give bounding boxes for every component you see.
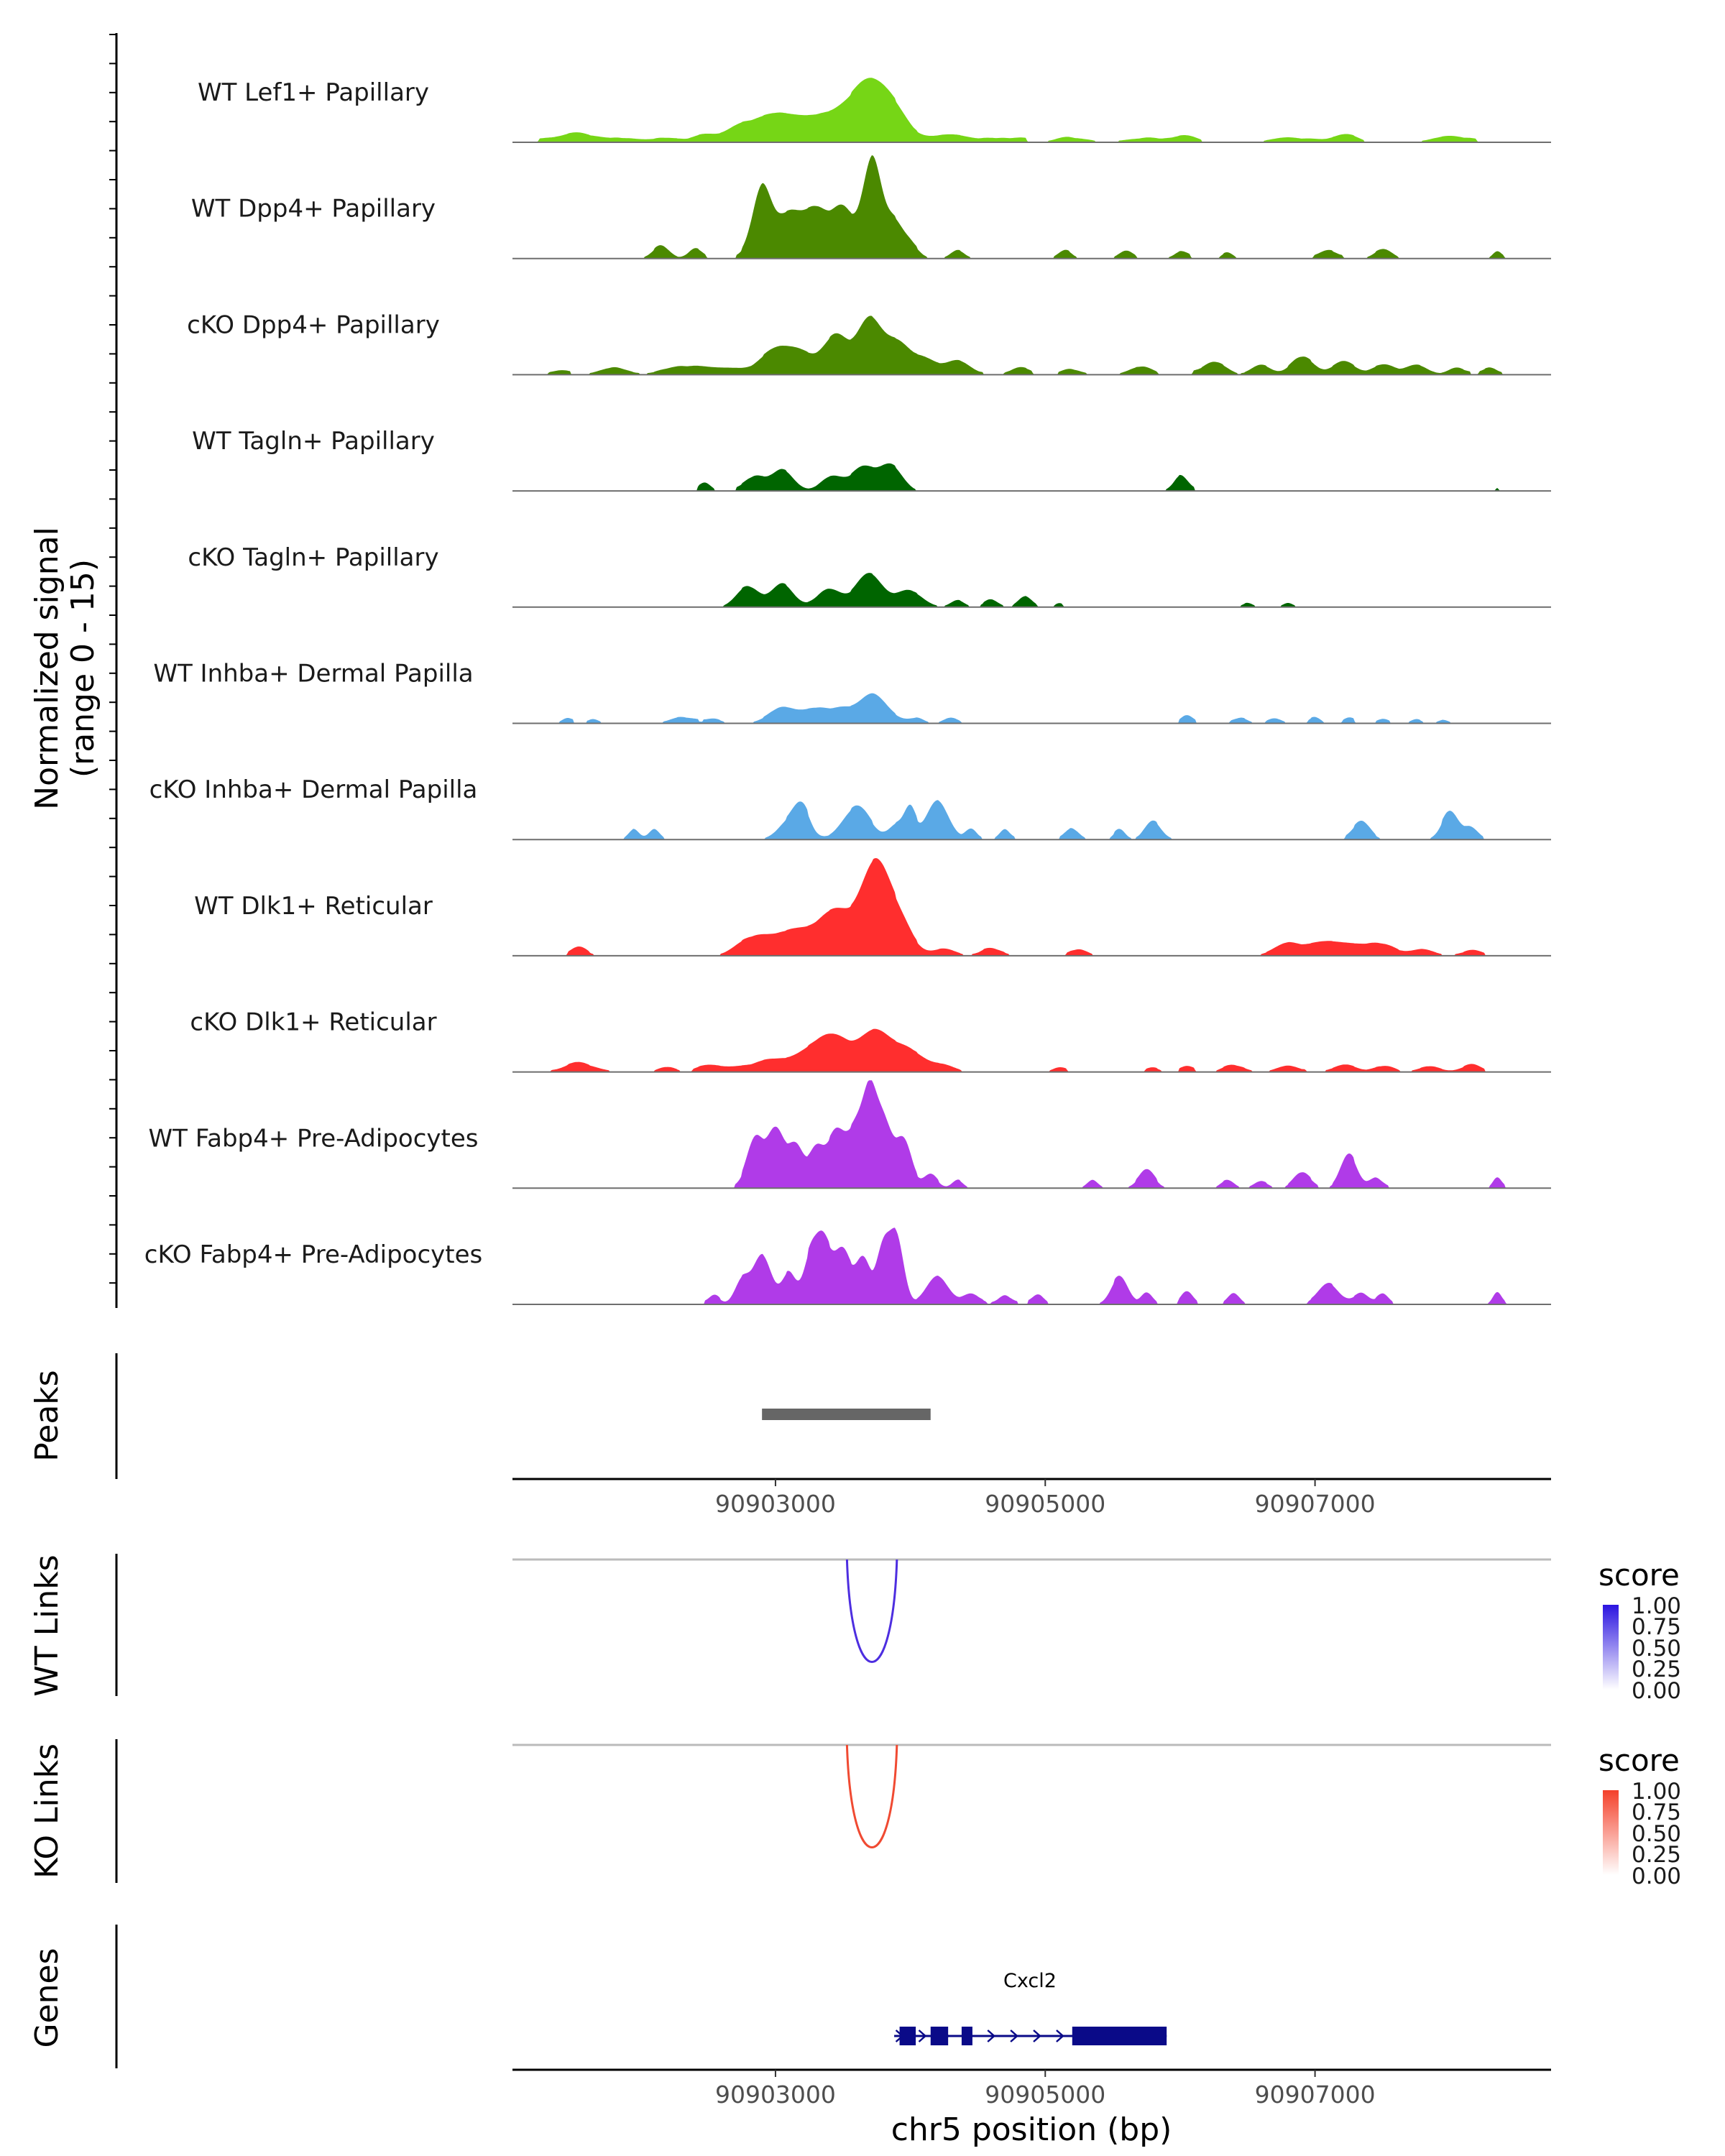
strand-arrow — [987, 2030, 996, 2042]
wt-legend-tick-4: 0.25 — [1632, 1657, 1681, 1682]
track-label: cKO Fabp4+ Pre-Adipocytes — [144, 1240, 483, 1269]
wt-legend-tick-1: 1.00 — [1632, 1593, 1681, 1619]
signal-axis — [109, 33, 118, 1308]
signal-area — [512, 78, 1551, 142]
track-wt-dpp4-papillary: WT Dpp4+ Papillary — [191, 155, 1551, 259]
x-tick-label: 90907000 — [1255, 1490, 1376, 1518]
strand-arrow — [1033, 2030, 1041, 2042]
peak-regions — [762, 1409, 931, 1420]
signal-area — [512, 858, 1551, 956]
wt-legend-colorbar — [1603, 1605, 1619, 1690]
wt-legend-tick-3: 0.50 — [1632, 1636, 1681, 1662]
wt-legend-title: score — [1598, 1557, 1680, 1593]
peaks-panel-title: Peaks — [29, 1370, 65, 1461]
ko-legend-tick-1: 1.00 — [1632, 1779, 1681, 1805]
track-label: cKO Tagln+ Papillary — [188, 543, 438, 572]
signal-area — [512, 1080, 1551, 1189]
signal-area — [512, 800, 1551, 840]
signal-area — [512, 693, 1551, 724]
track-wt-lef1-papillary: WT Lef1+ Papillary — [198, 78, 1551, 143]
track-label: WT Fabp4+ Pre-Adipocytes — [149, 1124, 479, 1153]
wt-legend-tick-5: 0.00 — [1632, 1678, 1681, 1704]
track-label: WT Lef1+ Papillary — [198, 78, 429, 107]
ko-legend-colorbar — [1603, 1790, 1619, 1875]
wt-legend-tick-2: 0.75 — [1632, 1614, 1681, 1640]
track-label: cKO Dpp4+ Papillary — [187, 310, 440, 339]
x-axis-title: chr5 position (bp) — [891, 2111, 1172, 2148]
track-wt-dlk1-reticular: WT Dlk1+ Reticular — [194, 858, 1551, 957]
ko-legend-tick-5: 0.00 — [1632, 1864, 1681, 1889]
track-cko-dlk1-reticular: cKO Dlk1+ Reticular — [190, 1008, 1551, 1073]
track-label: WT Inhba+ Dermal Papilla — [153, 660, 473, 688]
peak-region — [762, 1409, 931, 1420]
y-axis-title-line1: Normalized signal — [29, 527, 65, 810]
x-tick-label: 90903000 — [715, 1490, 836, 1518]
x-axis-ticks-top: 90903000 90905000 90907000 — [715, 1479, 1376, 1518]
signal-area — [512, 463, 1551, 492]
signal-area — [512, 573, 1551, 607]
track-label: WT Tagln+ Papillary — [192, 427, 435, 456]
x-tick-label: 90907000 — [1255, 2081, 1376, 2109]
strand-arrow — [918, 2030, 927, 2042]
y-axis-title-line2: (range 0 - 15) — [65, 559, 101, 778]
gene-exon — [930, 2027, 949, 2045]
track-cko-fabp4-pre-adipocytes: cKO Fabp4+ Pre-Adipocytes — [144, 1227, 1551, 1305]
coverage-tracks: WT Lef1+ Papillary WT Dpp4+ Papillary cKO … — [144, 78, 1551, 1305]
ko-legend-tick-2: 0.75 — [1632, 1800, 1681, 1825]
gene-model-cxcl2 — [894, 2027, 1167, 2045]
strand-arrow — [1010, 2030, 1018, 2042]
ko-score-legend: score 1.00 0.75 0.50 0.25 0.00 — [1598, 1743, 1681, 1889]
track-wt-inhba-dermal-papilla: WT Inhba+ Dermal Papilla — [153, 660, 1551, 724]
gene-label-cxcl2: Cxcl2 — [1003, 1970, 1057, 1992]
gene-exon — [961, 2027, 972, 2045]
wt-links-panel-title: WT Links — [29, 1554, 65, 1696]
track-wt-fabp4-pre-adipocytes: WT Fabp4+ Pre-Adipocytes — [149, 1080, 1551, 1189]
track-cko-tagln-papillary: cKO Tagln+ Papillary — [188, 543, 1551, 608]
ko-legend-title: score — [1598, 1743, 1680, 1778]
gene-exon — [1072, 2027, 1167, 2045]
x-axis-ticks-bottom: 90903000 90905000 90907000 — [715, 2070, 1376, 2109]
ko-links-panel-title: KO Links — [29, 1743, 65, 1879]
signal-area — [512, 155, 1551, 259]
track-cko-inhba-dermal-papilla: cKO Inhba+ Dermal Papilla — [150, 775, 1551, 841]
track-wt-tagln-papillary: WT Tagln+ Papillary — [192, 427, 1551, 492]
x-tick-label: 90905000 — [985, 1490, 1105, 1518]
track-label: cKO Dlk1+ Reticular — [190, 1008, 436, 1037]
track-label: WT Dpp4+ Papillary — [191, 195, 436, 224]
ko-legend-tick-3: 0.50 — [1632, 1821, 1681, 1847]
wt-score-legend: score 1.00 0.75 0.50 0.25 0.00 — [1598, 1557, 1681, 1704]
track-cko-dpp4-papillary: cKO Dpp4+ Papillary — [187, 310, 1551, 376]
ko-link-arc — [845, 1744, 898, 1848]
signal-area — [512, 1028, 1551, 1072]
signal-area — [512, 315, 1551, 375]
track-label: cKO Inhba+ Dermal Papilla — [150, 775, 478, 804]
signal-area — [512, 1227, 1551, 1304]
wt-link-arc — [845, 1559, 898, 1663]
genes-panel-title: Genes — [29, 1948, 65, 2047]
ko-legend-tick-4: 0.25 — [1632, 1842, 1681, 1868]
x-tick-label: 90905000 — [985, 2081, 1105, 2109]
x-tick-label: 90903000 — [715, 2081, 836, 2109]
strand-arrow — [1056, 2030, 1064, 2042]
track-label: WT Dlk1+ Reticular — [194, 892, 433, 921]
gene-exon — [899, 2027, 916, 2045]
y-axis-ticks — [109, 34, 116, 1284]
